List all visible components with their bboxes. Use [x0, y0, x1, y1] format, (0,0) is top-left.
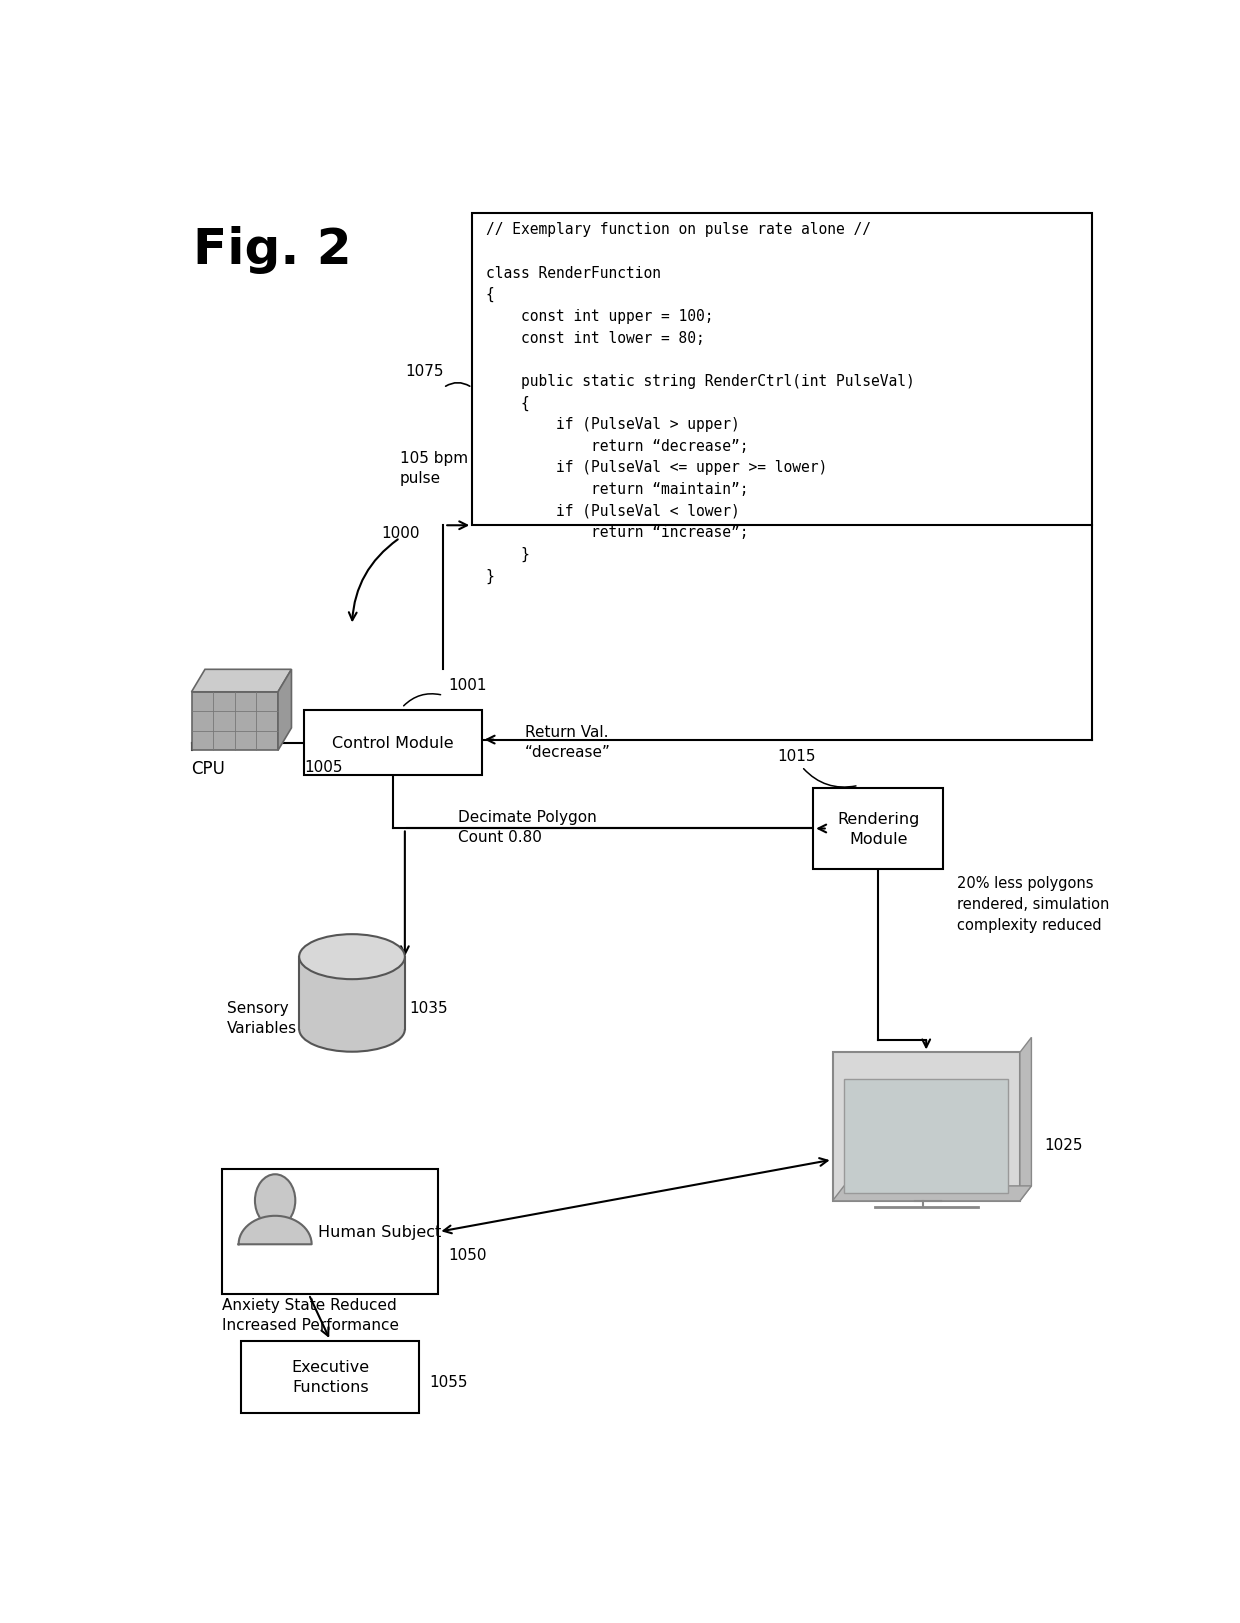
Circle shape — [255, 1175, 295, 1227]
Text: 1050: 1050 — [448, 1246, 486, 1263]
Text: Executive
Functions: Executive Functions — [291, 1360, 370, 1394]
Text: Decimate Polygon
Count 0.80: Decimate Polygon Count 0.80 — [458, 810, 596, 844]
FancyBboxPatch shape — [242, 1341, 419, 1414]
FancyBboxPatch shape — [832, 1053, 1019, 1201]
Text: Rendering
Module: Rendering Module — [837, 812, 919, 846]
Text: 1000: 1000 — [381, 526, 419, 540]
FancyBboxPatch shape — [222, 1170, 439, 1295]
Text: 20% less polygons
rendered, simulation
complexity reduced: 20% less polygons rendered, simulation c… — [957, 876, 1110, 933]
FancyBboxPatch shape — [299, 958, 404, 1029]
Text: 1075: 1075 — [404, 364, 444, 378]
Text: 1001: 1001 — [448, 677, 486, 691]
Text: Anxiety State Reduced
Increased Performance: Anxiety State Reduced Increased Performa… — [222, 1297, 399, 1332]
Text: CPU: CPU — [191, 760, 226, 777]
Polygon shape — [238, 1216, 311, 1245]
Polygon shape — [832, 1186, 1032, 1201]
Text: Control Module: Control Module — [332, 735, 454, 751]
Text: Sensory
Variables: Sensory Variables — [227, 1001, 298, 1035]
Text: Return Val.
“decrease”: Return Val. “decrease” — [525, 724, 611, 760]
FancyBboxPatch shape — [844, 1079, 1008, 1193]
Ellipse shape — [299, 935, 404, 980]
Text: 1035: 1035 — [409, 1001, 449, 1016]
Text: // Exemplary function on pulse rate alone //

class RenderFunction
{
    const i: // Exemplary function on pulse rate alon… — [486, 222, 914, 583]
FancyBboxPatch shape — [304, 711, 481, 776]
Polygon shape — [278, 670, 291, 751]
Text: Fig. 2: Fig. 2 — [193, 226, 352, 274]
Text: 1015: 1015 — [777, 748, 816, 763]
Polygon shape — [1019, 1037, 1032, 1201]
FancyBboxPatch shape — [191, 693, 278, 751]
Text: 105 bpm
pulse: 105 bpm pulse — [401, 451, 469, 485]
FancyBboxPatch shape — [813, 789, 944, 870]
Text: Human Subject: Human Subject — [319, 1224, 441, 1240]
Text: 1005: 1005 — [304, 760, 342, 774]
Text: 1055: 1055 — [429, 1375, 467, 1389]
Text: 1025: 1025 — [1044, 1138, 1083, 1152]
FancyBboxPatch shape — [472, 214, 1092, 526]
Ellipse shape — [299, 1006, 404, 1052]
Polygon shape — [191, 670, 291, 693]
